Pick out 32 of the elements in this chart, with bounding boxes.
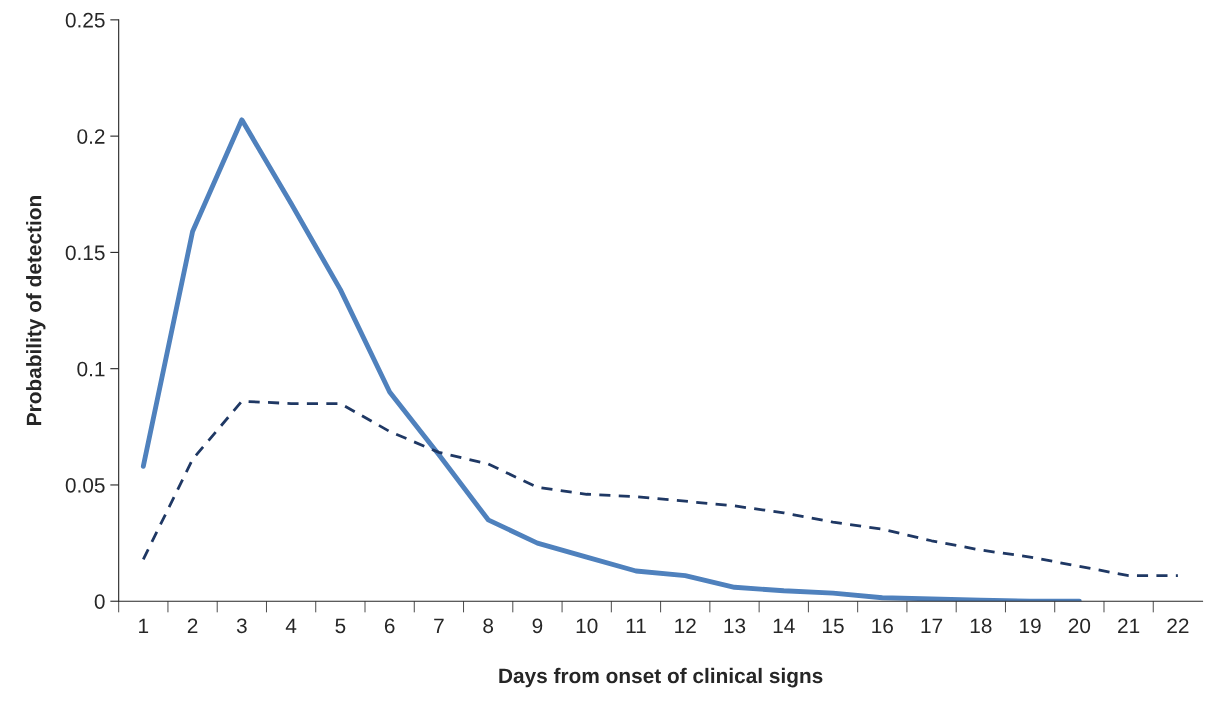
x-tick-label: 2 [187, 618, 198, 633]
x-tick-label: 7 [434, 618, 444, 633]
x-tick-label: 17 [921, 618, 943, 633]
x-tick-label: 5 [335, 618, 346, 634]
x-tick-label: 9 [532, 618, 543, 634]
x-tick-label: 13 [724, 618, 746, 634]
x-tick-label: 21 [1118, 618, 1140, 633]
x-tick-label: 12 [675, 618, 696, 633]
y-tick-label: 0.1 [77, 361, 105, 377]
y-axis-title: Probability of detection [26, 196, 46, 425]
x-tick-label: 8 [483, 618, 494, 634]
y-tick-label: 0.2 [77, 129, 105, 144]
x-tick-label: 4 [285, 618, 297, 633]
x-tick-label: 10 [576, 618, 598, 634]
x-tick-label: 14 [773, 618, 795, 633]
x-tick-label: 1 [139, 618, 149, 633]
x-axis-title: Days from onset of clinical signs [499, 667, 823, 688]
x-tick-label: 3 [236, 618, 247, 634]
x-tick-label: 20 [1068, 618, 1091, 634]
x-tick-label: 15 [823, 618, 844, 634]
x-tick-label: 11 [626, 618, 646, 633]
x-tick-label: 22 [1167, 618, 1189, 633]
x-tick-label: 16 [872, 618, 893, 634]
line-series [141, 399, 1180, 578]
x-tick-label: 18 [970, 618, 992, 634]
line-series [140, 117, 1082, 602]
x-tick-label: 6 [384, 618, 395, 634]
y-tick-label: 0.05 [65, 477, 105, 493]
y-tick-label: 0 [94, 594, 105, 609]
y-tick-label: 0.25 [65, 12, 105, 28]
y-tick-label: 0.15 [65, 245, 105, 261]
x-tick-label: 19 [1020, 618, 1041, 634]
